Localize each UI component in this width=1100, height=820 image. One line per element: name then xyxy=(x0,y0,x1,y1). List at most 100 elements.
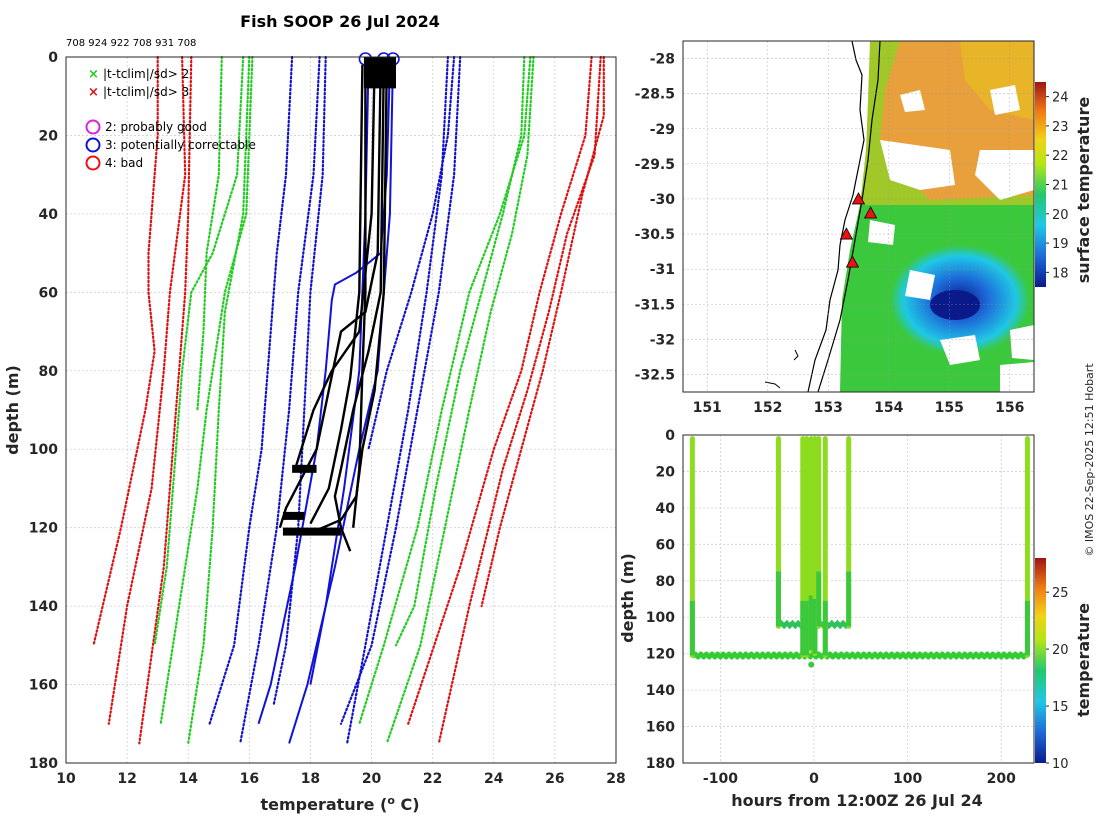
profile-ticks: 10 12 14 16 18 20 22 24 26 28 0 20 40 60 80 100 120 140 16… xyxy=(29,50,626,787)
time-y-tick: 140 xyxy=(646,683,675,699)
profile-x-tick: 16 xyxy=(240,771,259,787)
legend-label: |t-tclim|/sd> 2 xyxy=(103,67,189,81)
legend-label: |t-tclim|/sd> 3 xyxy=(103,85,189,99)
main-title: Fish SOOP 26 Jul 2024 xyxy=(240,12,440,31)
profile-x-tick: 20 xyxy=(362,771,382,787)
profile-series-clim-red xyxy=(107,55,187,725)
profile-noisy-band-105m xyxy=(292,464,317,473)
legend-circle-blue-icon xyxy=(85,137,101,153)
temperature-colorbar-label: temperature xyxy=(1074,603,1093,717)
profile-axes-frame xyxy=(65,56,617,764)
temperature-colorbar-tick: 25 xyxy=(1052,586,1069,601)
temperature-colorbar-tick: 20 xyxy=(1052,643,1069,658)
profile-series-clim-red xyxy=(92,55,159,647)
profile-series-clim-red xyxy=(407,55,593,725)
profile-x-tick: 10 xyxy=(56,771,76,787)
drop-location-triangle-icon xyxy=(863,206,878,219)
legend-x-green-icon: × xyxy=(88,67,99,82)
profile-grid xyxy=(65,56,617,764)
sst-shelf-line xyxy=(817,41,881,392)
time-y-tick: 60 xyxy=(656,537,676,553)
profile-series-clim-red xyxy=(138,55,193,745)
map-x-tick: 153 xyxy=(814,400,843,416)
sst-colorbar-tick: 21 xyxy=(1052,179,1069,194)
map-y-tick: -30 xyxy=(650,192,676,208)
map-y-tick: -31.5 xyxy=(635,297,675,313)
profile-series-clim-green xyxy=(358,55,532,725)
map-y-tick: -28.5 xyxy=(635,87,675,103)
legend-x-red-icon: × xyxy=(88,85,99,100)
time-depth-ylabel: depth (m) xyxy=(618,553,637,643)
time-y-tick: 100 xyxy=(646,610,675,626)
time-y-tick: 160 xyxy=(646,720,675,736)
map-x-tick: 154 xyxy=(874,400,903,416)
sst-colorbar-tick: 19 xyxy=(1052,237,1069,252)
temperature-colorbar-tick: 15 xyxy=(1052,700,1069,715)
profile-x-tick: 22 xyxy=(423,771,442,787)
time-bottom-track xyxy=(690,651,1029,660)
profile-y-tick: 40 xyxy=(39,207,59,223)
map-y-tick: -30.5 xyxy=(635,227,675,243)
legend-label: 3: potentially correctable xyxy=(105,138,256,152)
time-y-tick: 0 xyxy=(665,428,675,444)
drop-location-triangle-icon xyxy=(851,192,866,205)
sst-colorbar-tick: 20 xyxy=(1052,208,1069,223)
profile-y-tick: 140 xyxy=(29,599,58,615)
profile-noisy-band-121m xyxy=(282,527,341,536)
temperature-colorbar-ticks: 10 15 20 25 xyxy=(1046,586,1069,772)
legend-label: 2: probably good xyxy=(105,120,207,134)
profile-series-clim-blue xyxy=(346,55,449,745)
map-x-tick: 155 xyxy=(935,400,964,416)
profile-series-clim-green xyxy=(187,55,251,745)
drop-locations xyxy=(839,192,878,268)
map-y-tick: -29 xyxy=(650,122,675,138)
legend-circle-red-icon xyxy=(85,155,101,171)
time-depth-grid xyxy=(683,434,1034,764)
profile-series-clim-green xyxy=(196,55,223,412)
profile-series-clim-red xyxy=(437,55,602,745)
profile-series-xbt-flag4 xyxy=(333,64,385,552)
profile-top-cluster xyxy=(363,57,396,89)
time-y-tick: 80 xyxy=(656,574,676,590)
time-y-tick: 120 xyxy=(646,647,675,663)
legend-label: 4: bad xyxy=(105,156,143,170)
profile-y-tick: 60 xyxy=(39,285,59,301)
profile-y-tick: 0 xyxy=(48,50,58,66)
sst-colorbar-tick: 22 xyxy=(1052,149,1069,164)
sst-colorbar-label: surface temperature xyxy=(1074,97,1093,284)
sst-colorbar-ticks: 18 19 20 21 22 23 24 xyxy=(1046,91,1069,281)
profile-legend: × |t-tclim|/sd> 2 × |t-tclim|/sd> 3 2: p… xyxy=(85,67,256,171)
map-grid xyxy=(683,41,1034,392)
legend-circle-magenta-icon xyxy=(85,119,101,135)
profile-series-clim-green xyxy=(385,55,535,745)
map-y-tick: -28 xyxy=(650,52,675,68)
map-ticks: 151 152 153 154 155 156 -28 -28.5 -29 -29.5 -30 -30… xyxy=(635,52,1025,416)
time-y-tick: 40 xyxy=(656,501,676,517)
profile-series-clim-blue xyxy=(272,55,327,706)
drop-location-triangle-icon xyxy=(839,227,854,240)
profile-x-tick: 18 xyxy=(301,771,320,787)
profile-xlabel: temperature (o C) xyxy=(260,794,419,814)
profile-series-clim-blue xyxy=(239,55,321,745)
credit-text: © IMOS 22-Sep-2025 12:51 Hobart xyxy=(1083,363,1096,557)
sst-colorbar-tick: 23 xyxy=(1052,120,1069,135)
profile-x-tick: 12 xyxy=(117,771,136,787)
map-y-tick: -32.5 xyxy=(635,367,675,383)
map-x-tick: 151 xyxy=(693,400,722,416)
sst-colorbar-tick: 24 xyxy=(1052,91,1069,106)
profile-y-tick: 20 xyxy=(39,128,59,144)
profile-series-xbt-flag3 xyxy=(309,64,370,685)
drop-location-triangle-icon xyxy=(845,255,860,268)
time-depth-points xyxy=(689,436,1030,668)
time-x-tick: 0 xyxy=(809,771,819,787)
time-x-tick: -100 xyxy=(703,771,738,787)
temperature-colorbar-tick: 10 xyxy=(1052,757,1069,772)
profile-series-clim-blue xyxy=(367,55,456,451)
time-x-tick: 100 xyxy=(893,771,922,787)
profile-y-tick: 100 xyxy=(29,442,58,458)
profile-x-tick: 14 xyxy=(178,771,198,787)
sst-colorbar xyxy=(1035,82,1046,287)
profile-y-tick: 180 xyxy=(29,756,58,772)
profile-noisy-band-117m xyxy=(282,511,305,520)
profile-series-xbt-flag4 xyxy=(294,64,376,470)
